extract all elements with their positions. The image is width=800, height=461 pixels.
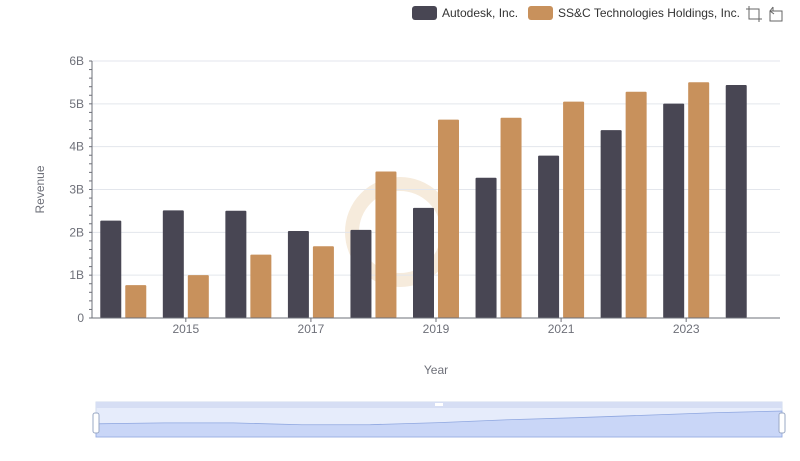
bar-autodesk-2016[interactable] [225, 210, 247, 318]
y-axis-title: Revenue [33, 165, 47, 213]
bar-ssc-2022[interactable] [625, 91, 647, 318]
bar-autodesk-2021[interactable] [538, 155, 560, 318]
y-tick-label: 5B [69, 97, 84, 111]
x-tick-label: 2015 [172, 322, 199, 336]
legend: Autodesk, Inc. SS&C Technologies Holding… [412, 4, 750, 22]
bar-ssc-2018[interactable] [375, 171, 397, 318]
restore-icon[interactable] [768, 6, 784, 22]
bar-ssc-2021[interactable] [563, 101, 585, 318]
bar-ssc-2023[interactable] [688, 82, 710, 318]
y-tick-label: 4B [69, 140, 84, 154]
toolbox [746, 6, 790, 22]
bar-ssc-2015[interactable] [187, 275, 209, 318]
bar-autodesk-2017[interactable] [287, 231, 309, 318]
bar-ssc-2016[interactable] [250, 254, 272, 318]
datazoom-grip[interactable] [435, 403, 443, 406]
legend-swatch-ssc [528, 6, 554, 20]
x-tick-label: 2019 [423, 322, 450, 336]
bar-autodesk-2020[interactable] [475, 177, 497, 318]
y-tick-label: 1B [69, 268, 84, 282]
legend-item-autodesk[interactable]: Autodesk, Inc. [412, 6, 518, 20]
bar-autodesk-2023[interactable] [663, 103, 685, 318]
bar-ssc-2014[interactable] [125, 285, 147, 318]
x-axis-title: Year [424, 363, 448, 377]
y-tick-label: 3B [69, 183, 84, 197]
datazoom-handle-left[interactable] [92, 412, 100, 434]
bar-ssc-2020[interactable] [500, 117, 522, 318]
x-tick-label: 2017 [298, 322, 325, 336]
legend-label-autodesk: Autodesk, Inc. [442, 6, 519, 20]
bar-autodesk-2015[interactable] [162, 210, 184, 318]
legend-swatch-autodesk [412, 6, 437, 20]
bar-autodesk-2022[interactable] [600, 130, 622, 318]
bar-ssc-2019[interactable] [438, 119, 459, 318]
zoom-icon[interactable] [746, 6, 762, 22]
x-tick-label: 2021 [548, 322, 575, 336]
datazoom-handle-right[interactable] [778, 412, 786, 434]
legend-item-ssc[interactable]: SS&C Technologies Holdings, Inc. [528, 6, 740, 20]
bar-autodesk-2019[interactable] [413, 207, 434, 318]
bar-autodesk-2014[interactable] [100, 220, 122, 318]
bar-ssc-2017[interactable] [312, 246, 334, 318]
bar-autodesk-2024[interactable] [725, 84, 747, 318]
x-tick-label: 2023 [673, 322, 700, 336]
y-tick-label: 6B [69, 54, 84, 68]
bar-autodesk-2018[interactable] [350, 229, 372, 318]
y-tick-label: 2B [69, 225, 84, 239]
y-tick-label: 0 [77, 311, 84, 325]
legend-label-ssc: SS&C Technologies Holdings, Inc. [558, 6, 740, 20]
